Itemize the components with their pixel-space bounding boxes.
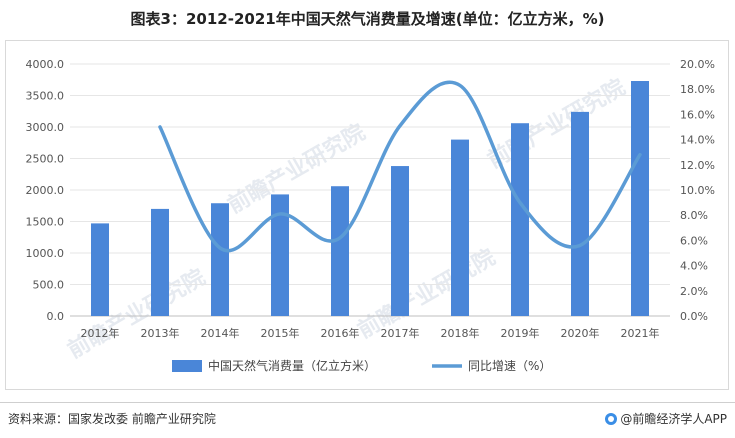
line-series: [158, 80, 642, 253]
x-tick-label: 2019年: [501, 326, 540, 340]
left-tick-label: 2500.0: [26, 153, 65, 166]
x-tick-label: 2014年: [201, 326, 240, 340]
left-tick-label: 500.0: [33, 279, 65, 292]
left-tick-label: 3500.0: [26, 90, 65, 103]
left-tick-label: 3000.0: [26, 121, 65, 134]
x-tick-label: 2016年: [321, 326, 360, 340]
left-tick-label: 1500.0: [26, 216, 65, 229]
right-tick-label: 8.0%: [680, 209, 708, 222]
bar: [331, 186, 349, 316]
bar: [151, 208, 169, 316]
left-tick-label: 2000.0: [26, 184, 65, 197]
right-tick-label: 4.0%: [680, 260, 708, 273]
brand-text: @前瞻经济学人APP: [620, 412, 727, 426]
right-tick-label: 10.0%: [680, 184, 715, 197]
right-tick-label: 18.0%: [680, 83, 715, 96]
bar: [631, 81, 649, 316]
bar: [511, 123, 529, 316]
legend: 中国天然气消费量（亿立方米） 同比增速（%）: [172, 358, 551, 373]
bar: [391, 166, 409, 316]
bar: [571, 111, 589, 316]
right-tick-label: 16.0%: [680, 108, 715, 121]
x-tick-label: 2020年: [561, 326, 600, 340]
bar: [211, 203, 229, 316]
x-tick-label: 2015年: [261, 326, 300, 340]
right-tick-label: 2.0%: [680, 285, 708, 298]
chart-title: 图表3：2012-2021年中国天然气消费量及增速(单位：亿立方米，%): [130, 10, 605, 28]
x-tick-label: 2013年: [141, 326, 180, 340]
right-tick-label: 12.0%: [680, 159, 715, 172]
bar: [271, 194, 289, 316]
right-tick-label: 14.0%: [680, 134, 715, 147]
x-tick-label: 2012年: [81, 326, 120, 340]
legend-swatch-bar: [172, 360, 202, 372]
growth-line: [158, 80, 642, 253]
right-tick-label: 20.0%: [680, 58, 715, 71]
x-tick-label: 2021年: [621, 326, 660, 340]
x-tick-label: 2018年: [441, 326, 480, 340]
left-axis-ticks: 0.0 500.0 1000.0 1500.0 2000.0 2500.0 3000.0 35…: [26, 58, 65, 323]
footer-divider: [0, 402, 735, 403]
bar-series: [91, 81, 649, 316]
gridlines: [70, 63, 670, 317]
legend-label-line: 同比增速（%）: [468, 359, 551, 373]
chart-frame: [5, 40, 729, 390]
left-tick-label: 0.0: [47, 310, 65, 323]
left-tick-label: 4000.0: [26, 58, 65, 71]
right-axis-ticks: 0.0% 2.0% 4.0% 6.0% 8.0% 10.0% 12.0% 14.0% 16.0%…: [680, 58, 715, 323]
legend-label-bar: 中国天然气消费量（亿立方米）: [208, 358, 376, 373]
bar: [451, 139, 469, 316]
bar: [91, 223, 109, 316]
watermark-text: 前瞻产业研究院: [63, 264, 209, 364]
x-axis-ticks: 2012年 2013年 2014年 2015年 2016年 2017年 2018年 2019年…: [81, 326, 660, 340]
left-tick-label: 1000.0: [26, 247, 65, 260]
source-note: 资料来源：国家发改委 前瞻产业研究院: [8, 412, 216, 426]
x-tick-label: 2017年: [381, 326, 420, 340]
brand-credit: @前瞻经济学人APP: [605, 410, 727, 427]
right-tick-label: 6.0%: [680, 234, 708, 247]
brand-logo-icon: [605, 412, 618, 425]
right-tick-label: 0.0%: [680, 310, 708, 323]
